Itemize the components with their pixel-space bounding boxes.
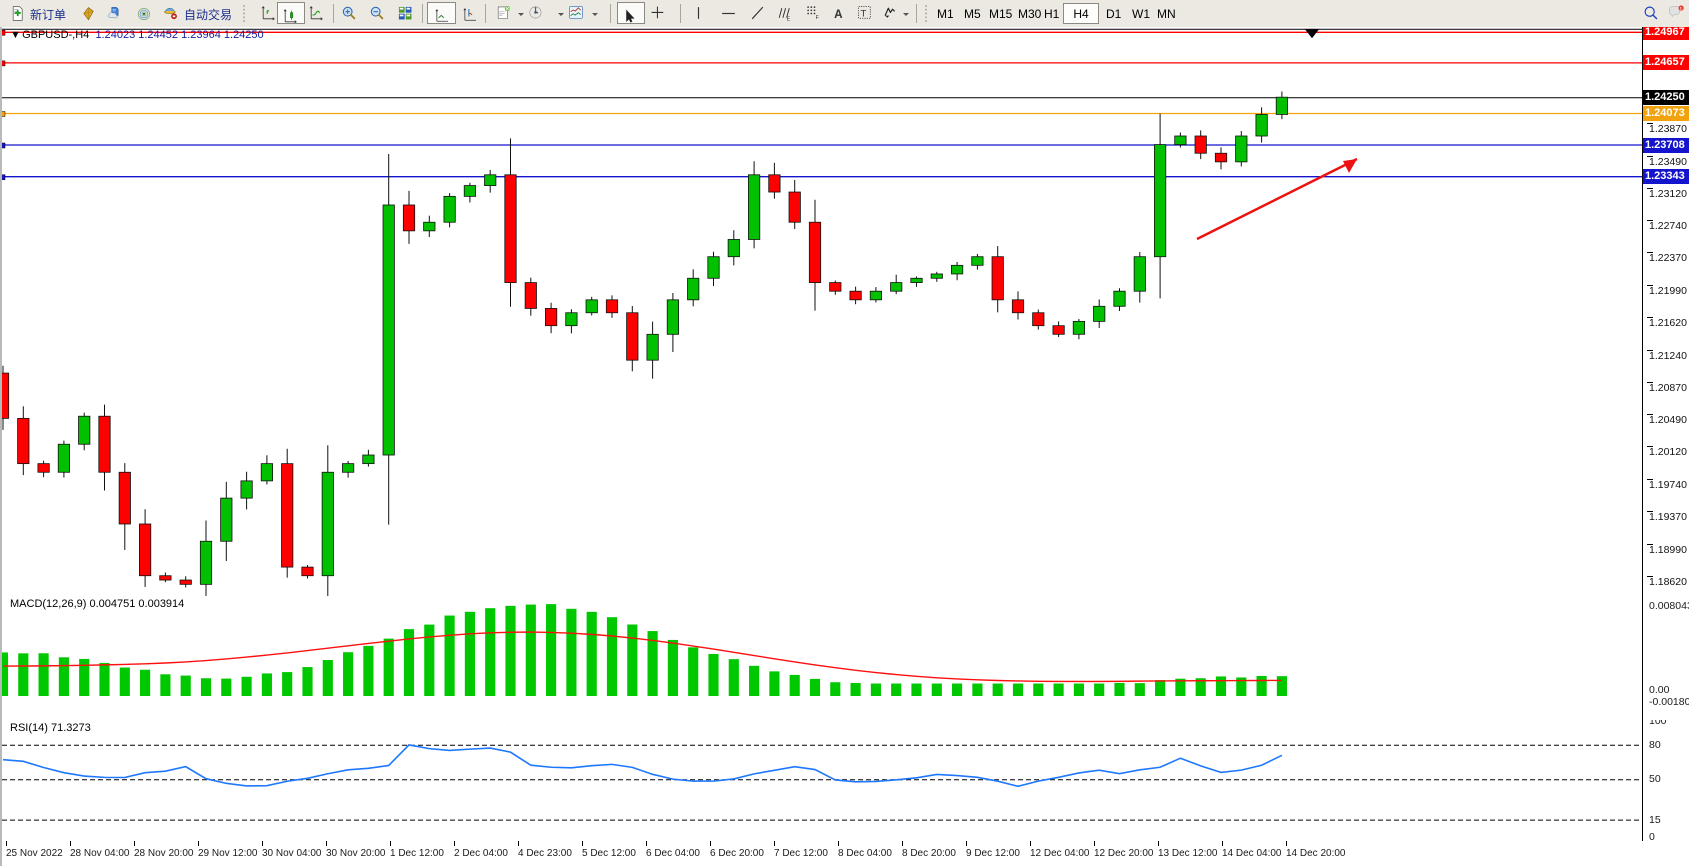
svg-text:T: T: [861, 8, 867, 19]
svg-text:E: E: [787, 16, 791, 22]
svg-text:A: A: [834, 8, 843, 21]
svg-text:F: F: [816, 15, 820, 21]
